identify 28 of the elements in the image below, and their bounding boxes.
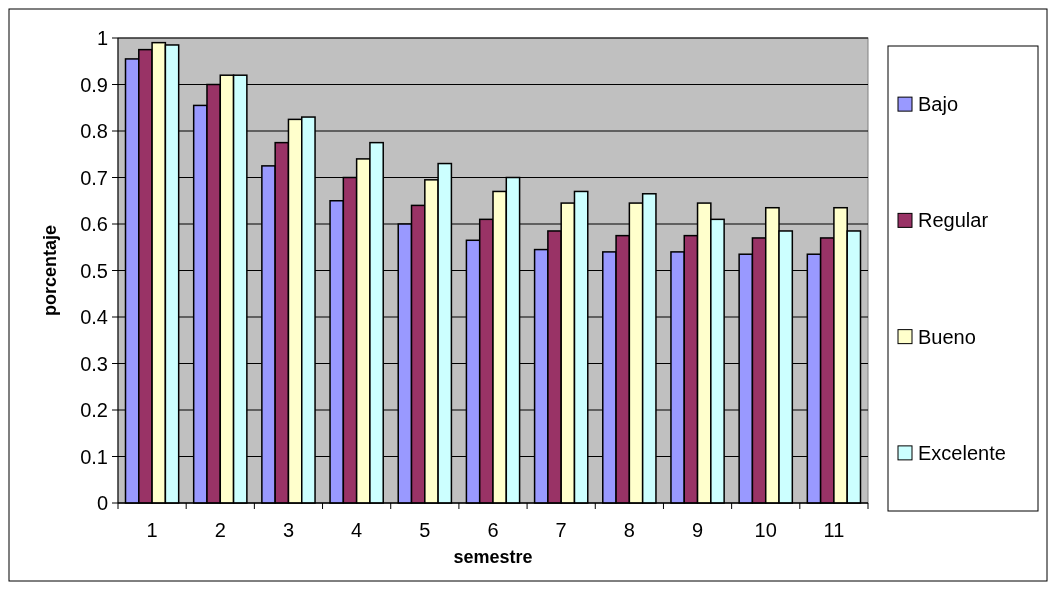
y-axis-title: porcentaje <box>40 224 60 317</box>
legend-label: Excelente <box>918 441 1006 464</box>
x-tick-label: 8 <box>623 519 635 541</box>
x-tick-label: 2 <box>214 519 226 541</box>
x-tick-label: 4 <box>351 519 363 541</box>
x-tick-label: 6 <box>487 519 499 541</box>
y-tick-label: 0.7 <box>80 166 108 189</box>
y-tick-label: 0.3 <box>80 352 108 375</box>
x-axis-title: semestre <box>453 547 533 567</box>
legend-label: Bajo <box>918 93 959 116</box>
y-tick-label: 0.1 <box>80 445 108 468</box>
y-tick-label: 0.2 <box>80 399 108 421</box>
y-tick-label: 0.4 <box>80 306 108 328</box>
x-tick-label: 5 <box>419 519 431 541</box>
x-tick-label: 7 <box>555 519 567 541</box>
y-tick-label: 0.8 <box>80 120 108 142</box>
x-tick-label: 3 <box>282 519 295 541</box>
y-tick-label: 0.6 <box>80 213 108 235</box>
legend-label: Regular <box>918 209 989 232</box>
x-tick-label: 10 <box>754 519 777 541</box>
x-tick-label: 9 <box>691 519 704 541</box>
x-tick-label: 1 <box>146 519 158 541</box>
y-tick-label: 1 <box>96 27 108 49</box>
y-tick-label: 0.9 <box>80 73 108 96</box>
legend-label: Bueno <box>918 325 976 348</box>
x-tick-label: 11 <box>823 519 845 541</box>
y-tick-label: 0.5 <box>80 259 108 282</box>
y-tick-label: 0 <box>96 492 108 514</box>
